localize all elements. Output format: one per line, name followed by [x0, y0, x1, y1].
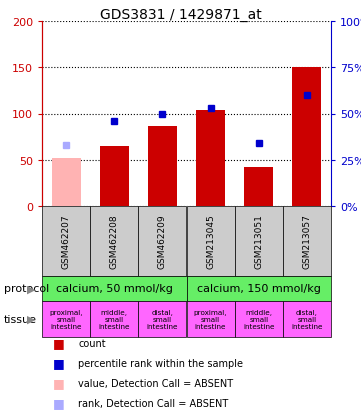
Bar: [42, 276, 187, 301]
Text: calcium, 150 mmol/kg: calcium, 150 mmol/kg: [197, 284, 321, 294]
Bar: [138, 301, 187, 337]
Text: distal,
small
intestine: distal, small intestine: [147, 309, 178, 329]
Text: ■: ■: [53, 337, 65, 350]
Text: GSM213057: GSM213057: [303, 214, 312, 269]
Bar: [42, 206, 90, 276]
Bar: [187, 301, 235, 337]
Bar: [187, 276, 331, 301]
Text: GSM213045: GSM213045: [206, 214, 215, 269]
Text: calcium, 50 mmol/kg: calcium, 50 mmol/kg: [56, 284, 173, 294]
Text: middle,
small
intestine: middle, small intestine: [243, 309, 274, 329]
Text: ▶: ▶: [27, 314, 35, 324]
Bar: [148, 126, 177, 206]
Text: GSM462209: GSM462209: [158, 214, 167, 269]
Text: ■: ■: [53, 396, 65, 409]
Text: distal,
small
intestine: distal, small intestine: [291, 309, 323, 329]
Text: protocol: protocol: [4, 284, 49, 294]
Text: ■: ■: [53, 376, 65, 389]
Text: ■: ■: [53, 356, 65, 370]
Text: GDS3831 / 1429871_at: GDS3831 / 1429871_at: [100, 8, 261, 22]
Text: GSM213051: GSM213051: [254, 214, 263, 269]
Bar: [187, 206, 235, 276]
Text: middle,
small
intestine: middle, small intestine: [99, 309, 130, 329]
Bar: [90, 301, 138, 337]
Text: proximal,
small
intestine: proximal, small intestine: [49, 309, 83, 329]
Text: percentile rank within the sample: percentile rank within the sample: [78, 358, 243, 368]
Bar: [244, 168, 273, 206]
Bar: [235, 206, 283, 276]
Text: ▶: ▶: [27, 284, 35, 294]
Bar: [283, 206, 331, 276]
Bar: [235, 301, 283, 337]
Bar: [283, 301, 331, 337]
Text: GSM462208: GSM462208: [110, 214, 119, 269]
Bar: [90, 206, 138, 276]
Text: GSM462207: GSM462207: [62, 214, 71, 269]
Bar: [138, 206, 187, 276]
Text: value, Detection Call = ABSENT: value, Detection Call = ABSENT: [78, 378, 233, 388]
Text: tissue: tissue: [4, 314, 36, 324]
Bar: [196, 111, 225, 206]
Text: proximal,
small
intestine: proximal, small intestine: [194, 309, 227, 329]
Bar: [52, 159, 81, 206]
Text: count: count: [78, 338, 106, 348]
Bar: [100, 147, 129, 206]
Bar: [42, 301, 90, 337]
Text: rank, Detection Call = ABSENT: rank, Detection Call = ABSENT: [78, 398, 229, 408]
Bar: [292, 68, 321, 206]
